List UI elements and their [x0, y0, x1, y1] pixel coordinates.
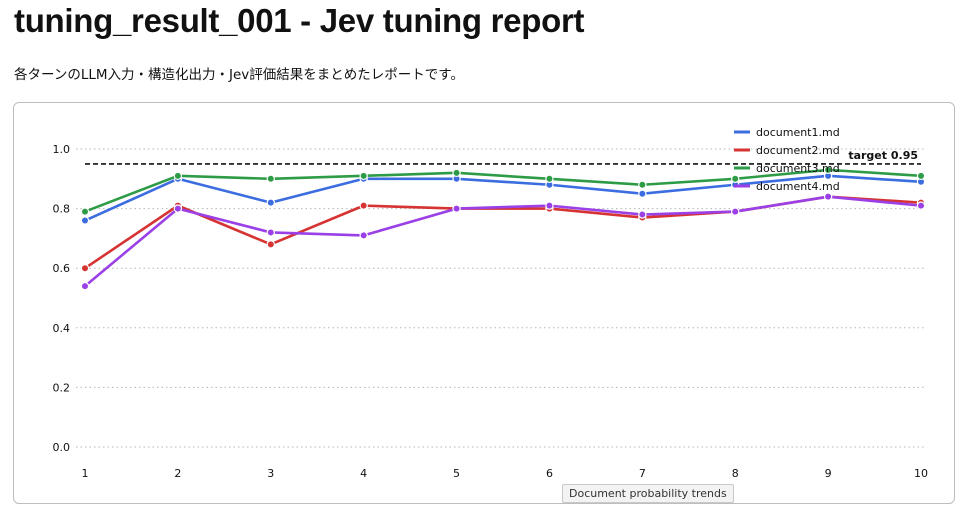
page-title: tuning_result_001 - Jev tuning report [14, 2, 585, 39]
data-point[interactable] [80, 281, 90, 291]
data-point[interactable] [266, 240, 275, 249]
legend-label: document2.md [756, 144, 840, 157]
target-line-label: target 0.95 [848, 149, 918, 162]
data-point[interactable] [823, 165, 833, 175]
y-tick-label: 0.2 [53, 381, 71, 394]
data-point[interactable] [731, 174, 740, 184]
data-point[interactable] [638, 180, 647, 189]
legend-label: document1.md [756, 126, 840, 139]
data-point[interactable] [452, 168, 461, 178]
x-tick-label: 3 [267, 467, 274, 480]
data-point[interactable] [452, 204, 461, 213]
data-point[interactable] [638, 210, 647, 219]
y-tick-label: 1.0 [53, 143, 71, 156]
chart-tooltip: Document probability trends [562, 484, 734, 503]
x-tick-label: 4 [360, 467, 367, 480]
x-tick-label: 8 [732, 467, 739, 480]
data-point[interactable] [545, 201, 554, 210]
data-point[interactable] [80, 216, 90, 225]
legend-label: document4.md [756, 180, 840, 193]
data-point[interactable] [359, 231, 368, 240]
y-tick-label: 0.0 [53, 441, 71, 454]
legend-label: document3.md [756, 162, 840, 175]
x-tick-label: 7 [639, 467, 646, 480]
page-subtitle: 各ターンのLLM入力・構造化出力・Jev評価結果をまとめたレポートです。 [14, 67, 464, 83]
data-point[interactable] [266, 228, 275, 237]
x-tick-label: 10 [914, 467, 928, 480]
x-tick-label: 1 [82, 467, 89, 480]
data-point[interactable] [80, 207, 90, 216]
data-point[interactable] [916, 171, 926, 181]
data-point[interactable] [916, 201, 926, 210]
data-point[interactable] [823, 192, 833, 201]
x-tick-label: 2 [174, 467, 181, 480]
line-chart[interactable]: 0.0 0.2 0.4 0.6 0.8 1.0 1 2 3 4 5 6 7 8 9 10 document1.m… [14, 103, 954, 503]
x-tick-label: 9 [825, 467, 832, 480]
series-line-1[interactable] [83, 174, 923, 222]
y-tick-label: 0.8 [53, 203, 71, 216]
data-point[interactable] [266, 174, 275, 184]
data-point[interactable] [173, 204, 183, 213]
y-tick-label: 0.4 [53, 322, 71, 335]
series-line-4[interactable] [83, 195, 923, 288]
data-point[interactable] [359, 201, 368, 210]
data-point[interactable] [545, 174, 554, 184]
x-tick-label: 5 [453, 467, 460, 480]
chart-card[interactable]: 0.0 0.2 0.4 0.6 0.8 1.0 1 2 3 4 5 6 7 8 9 10 document1.m… [13, 102, 955, 504]
series-line-3[interactable] [83, 168, 923, 213]
data-point[interactable] [80, 263, 90, 273]
data-point[interactable] [266, 198, 275, 207]
x-tick-label: 6 [546, 467, 553, 480]
y-tick-label: 0.6 [53, 262, 71, 275]
data-point[interactable] [638, 189, 647, 198]
data-point[interactable] [359, 171, 368, 181]
data-point[interactable] [731, 207, 740, 216]
data-point[interactable] [173, 171, 183, 181]
